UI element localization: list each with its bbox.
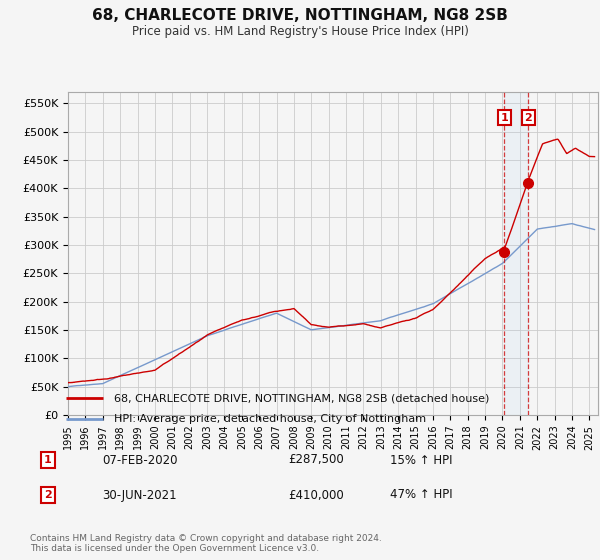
Text: £410,000: £410,000	[288, 488, 344, 502]
Text: 68, CHARLECOTE DRIVE, NOTTINGHAM, NG8 2SB (detached house): 68, CHARLECOTE DRIVE, NOTTINGHAM, NG8 2S…	[114, 393, 490, 403]
Text: 2: 2	[44, 490, 52, 500]
Text: 47% ↑ HPI: 47% ↑ HPI	[390, 488, 452, 502]
Text: £287,500: £287,500	[288, 454, 344, 466]
Text: 30-JUN-2021: 30-JUN-2021	[102, 488, 176, 502]
Text: 1: 1	[500, 113, 508, 123]
Text: 1: 1	[44, 455, 52, 465]
Text: 15% ↑ HPI: 15% ↑ HPI	[390, 454, 452, 466]
Text: HPI: Average price, detached house, City of Nottingham: HPI: Average price, detached house, City…	[114, 414, 426, 424]
Text: Contains HM Land Registry data © Crown copyright and database right 2024.
This d: Contains HM Land Registry data © Crown c…	[30, 534, 382, 553]
Bar	[504, 92, 529, 415]
Text: 2: 2	[524, 113, 532, 123]
Text: 07-FEB-2020: 07-FEB-2020	[102, 454, 178, 466]
Text: 68, CHARLECOTE DRIVE, NOTTINGHAM, NG8 2SB: 68, CHARLECOTE DRIVE, NOTTINGHAM, NG8 2S…	[92, 8, 508, 24]
Text: Price paid vs. HM Land Registry's House Price Index (HPI): Price paid vs. HM Land Registry's House …	[131, 25, 469, 38]
